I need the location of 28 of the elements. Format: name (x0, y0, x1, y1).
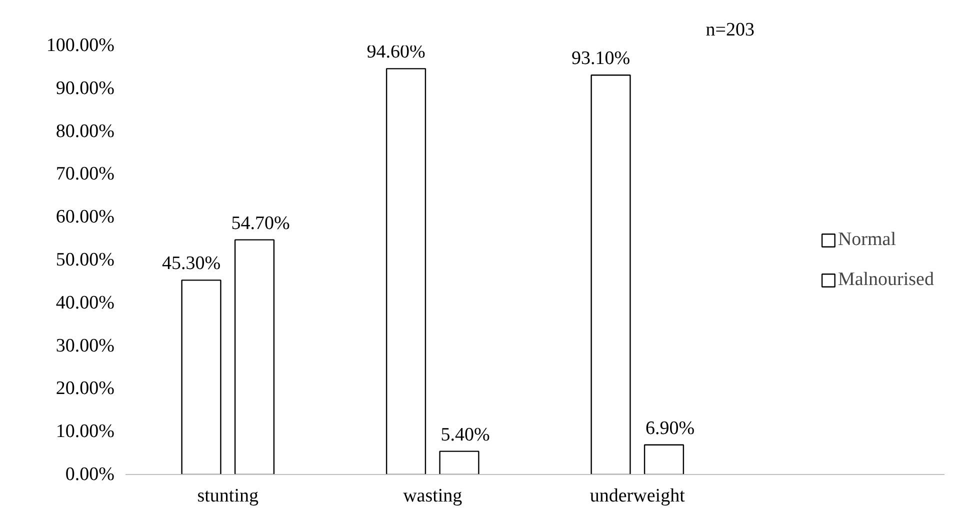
bar (386, 68, 426, 474)
text: n=203 (706, 20, 755, 40)
bar (439, 450, 480, 474)
y-tick-label: 40.00% (56, 292, 115, 314)
data-label: 54.70% (231, 212, 290, 234)
bar (644, 444, 684, 474)
x-tick-label: wasting (403, 486, 463, 506)
bar (234, 239, 275, 474)
y-tick-label: 30.00% (56, 335, 115, 356)
y-tick-label: 20.00% (56, 378, 115, 400)
y-tick-label: 50.00% (56, 250, 115, 270)
data-label: 45.30% (162, 253, 221, 274)
x-tick-label: underweight (590, 486, 686, 506)
y-tick-label: 0.00% (65, 464, 115, 485)
data-label: 93.10% (571, 48, 630, 70)
bar (181, 280, 222, 474)
y-tick-label: 60.00% (56, 206, 115, 228)
y-tick-label: 100.00% (46, 35, 115, 56)
y-tick-label: 80.00% (56, 120, 115, 142)
y-tick-label: 70.00% (56, 164, 115, 185)
legend-label: Malnourised (838, 268, 934, 290)
data-label: 5.40% (440, 424, 490, 446)
y-tick-label: 10.00% (56, 421, 115, 442)
x-tick-label: stunting (197, 486, 259, 506)
legend-label: Normal (838, 228, 896, 250)
bar (590, 74, 631, 474)
data-label: 6.90% (645, 418, 695, 439)
y-tick-label: 90.00% (56, 78, 115, 99)
